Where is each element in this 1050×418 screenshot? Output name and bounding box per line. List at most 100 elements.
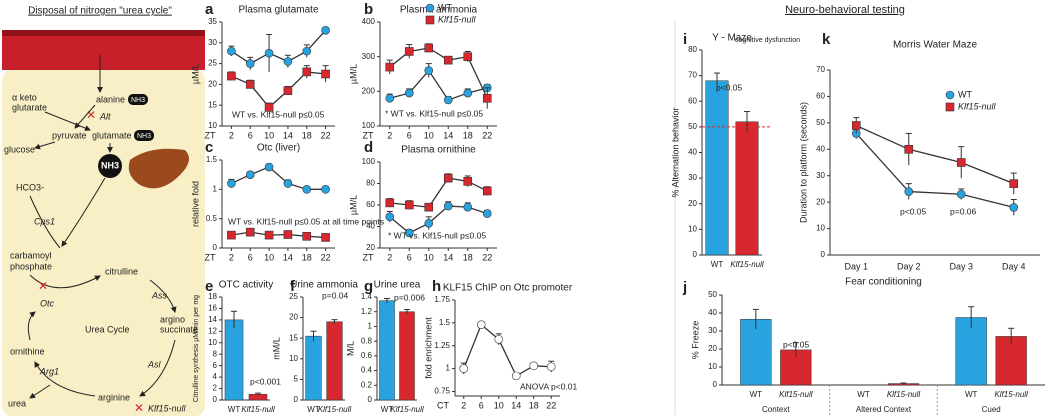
y-tick-label: 25 (208, 59, 217, 68)
y-tick-label: 30 (816, 171, 825, 180)
point (424, 218, 434, 228)
section-title: Neuro-behavioral testing (785, 4, 905, 16)
y-tick-label: 60 (816, 92, 825, 101)
panel-label: i (683, 31, 687, 48)
label: NH3 (137, 133, 151, 140)
x-tick-label: WT (750, 390, 763, 399)
x-tick-label: 18 (529, 400, 539, 410)
y-tick-label: 1 (446, 364, 451, 373)
y-tick-label: 1.2 (361, 307, 373, 316)
y-tick-label: 20 (688, 199, 697, 208)
chart-title: Urine ammonia (290, 280, 358, 291)
arrow (29, 177, 106, 248)
point (302, 185, 312, 194)
point (321, 233, 330, 242)
chart-title: Morris Water Maze (893, 40, 978, 51)
y-tick-label: 5 (294, 375, 299, 384)
annotation: WT vs. Klf15-null p≤0.05 (232, 109, 325, 119)
label: Asl (147, 359, 162, 369)
point (321, 26, 330, 35)
label: α keto (12, 92, 37, 102)
y-tick-label: 20 (366, 243, 375, 252)
point (443, 55, 453, 65)
point (245, 227, 255, 237)
group-label: Cued (982, 405, 1001, 414)
annotation: p<0.05 (900, 206, 927, 216)
point (283, 230, 293, 239)
y-axis-label: µM/L (190, 64, 200, 84)
y-tick-label: 0 (368, 395, 373, 404)
bar (705, 80, 729, 256)
bar (379, 300, 395, 401)
diagram-title: Disposal of nitrogen "urea cycle" (28, 6, 172, 17)
y-tick-label: 0.8 (361, 336, 373, 345)
x-tick-label: WT (711, 260, 724, 269)
group-label: Altered Context (856, 405, 912, 414)
y-tick-label: 0.6 (361, 351, 373, 360)
point (385, 62, 395, 72)
label: glutarate (12, 102, 47, 112)
label: Cps1 (34, 216, 55, 226)
panel-label: f (290, 278, 296, 295)
x-tick-label: 10 (494, 400, 504, 410)
y-tick-label: 60 (366, 200, 375, 209)
y-tick-label: 10 (688, 224, 697, 233)
label: argino (160, 314, 185, 324)
label: glucose (4, 144, 35, 154)
point (443, 95, 453, 105)
arrow (74, 104, 96, 129)
y-tick-label: 30 (688, 173, 697, 182)
panel-label: e (205, 278, 213, 295)
point (424, 66, 434, 75)
y-tick-label: 20 (208, 80, 217, 89)
y-tick-label: 20 (708, 344, 717, 353)
x-tick-label: 22 (482, 252, 492, 262)
point (482, 186, 492, 196)
label: alanine (96, 94, 125, 104)
series-line (231, 231, 326, 239)
y-tick-label: 50 (816, 118, 825, 127)
series-line (855, 132, 1014, 209)
y-tick-label: 10 (289, 354, 298, 363)
x-axis-label: ZT (363, 252, 374, 262)
x-tick-label: 18 (302, 130, 312, 140)
chart-title: Fear conditioning (845, 277, 922, 288)
point (494, 335, 504, 344)
point (264, 102, 274, 112)
y-tick-label: 100 (362, 157, 376, 166)
arrow (29, 384, 51, 399)
point (424, 43, 434, 53)
x-tick-label: Day 2 (897, 261, 921, 271)
point (956, 189, 966, 199)
annotation: ANOVA p<0.01 (520, 381, 578, 391)
point (227, 179, 236, 188)
x-tick-label: WT (307, 405, 320, 414)
chart-title: OTC activity (219, 280, 273, 291)
chart-title: Plasma ornithine (401, 145, 476, 156)
chart-title: Otc (liver) (257, 143, 300, 154)
y-tick-label: 0.4 (361, 366, 373, 375)
point (404, 47, 414, 56)
reference-label: cognitive dysfunction (735, 37, 800, 44)
y-tick-label: 70 (816, 65, 825, 74)
point (302, 46, 312, 56)
y-tick-label: 100 (362, 121, 376, 130)
x-axis-label: CT (437, 400, 449, 410)
y-axis-label: µM/L (348, 195, 358, 215)
chart-title: Urine urea (374, 280, 421, 291)
x-tick-label: 6 (479, 400, 484, 410)
legend-label: Klf15-null (438, 14, 477, 24)
point (245, 59, 255, 68)
point (404, 88, 414, 98)
point (321, 185, 330, 194)
arrow (149, 279, 177, 313)
y-axis-label: Duration to platform (seconds) (798, 102, 808, 223)
panel-label: b (364, 1, 373, 18)
arrow (29, 274, 101, 289)
point (385, 212, 395, 222)
bar (735, 121, 759, 256)
y-tick-label: 35 (208, 17, 217, 26)
y-tick-label: 15 (289, 333, 298, 342)
y-tick-label: 70 (688, 71, 697, 80)
